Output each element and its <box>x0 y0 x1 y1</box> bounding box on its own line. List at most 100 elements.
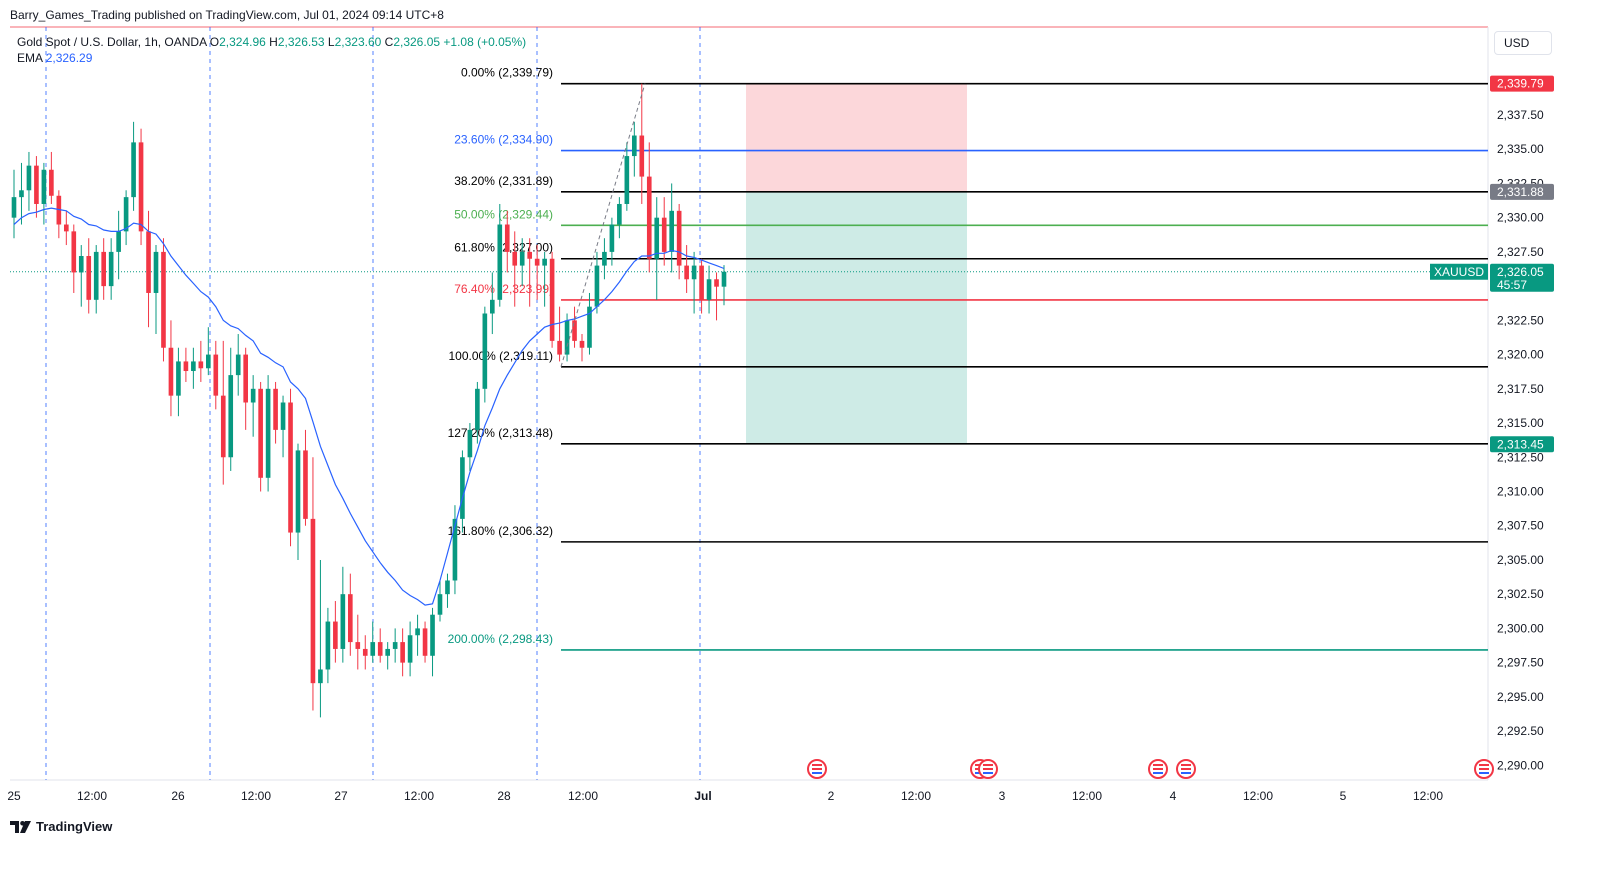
candle-body[interactable] <box>41 169 47 204</box>
candle-body[interactable] <box>437 594 443 615</box>
candle-body[interactable] <box>392 642 398 649</box>
candle-body[interactable] <box>430 614 435 656</box>
candle-body[interactable] <box>347 594 353 643</box>
candle-body[interactable] <box>131 142 136 198</box>
take-profit-zone[interactable] <box>746 191 967 445</box>
candle-body[interactable] <box>108 251 114 287</box>
candle-body[interactable] <box>333 621 338 649</box>
candle-body[interactable] <box>587 306 592 348</box>
candle-body[interactable] <box>198 361 204 369</box>
candle-body[interactable] <box>699 265 704 300</box>
currency-button[interactable]: USD <box>1494 31 1552 55</box>
candle-body[interactable] <box>280 402 286 430</box>
candle-body[interactable] <box>138 142 144 232</box>
candle-body[interactable] <box>631 135 637 157</box>
stop-loss-zone[interactable] <box>746 83 967 192</box>
candle-body[interactable] <box>235 354 241 376</box>
candle-body[interactable] <box>273 388 278 430</box>
candle-body[interactable] <box>176 361 181 396</box>
candle-body[interactable] <box>542 258 547 266</box>
candle-body[interactable] <box>228 375 234 458</box>
candle-body[interactable] <box>116 231 121 252</box>
candle-body[interactable] <box>534 258 540 266</box>
candle-body[interactable] <box>310 518 316 684</box>
candle-body[interactable] <box>355 642 361 649</box>
candle-body[interactable] <box>661 217 667 252</box>
candle-body[interactable] <box>684 265 689 280</box>
candle-body[interactable] <box>669 210 675 252</box>
candle-body[interactable] <box>415 628 420 636</box>
candle-body[interactable] <box>564 320 570 355</box>
candle-body[interactable] <box>205 354 211 369</box>
candle-body[interactable] <box>213 354 219 396</box>
candle-body[interactable] <box>721 271 727 287</box>
candle-body[interactable] <box>362 648 368 656</box>
candle-body[interactable] <box>512 251 518 266</box>
candle-body[interactable] <box>594 265 600 307</box>
candle-body[interactable] <box>572 320 577 341</box>
candle-body[interactable] <box>153 251 159 293</box>
candle-body[interactable] <box>400 642 405 663</box>
candle-body[interactable] <box>646 176 652 259</box>
candle-body[interactable] <box>609 224 615 252</box>
candle-body[interactable] <box>639 135 645 177</box>
candle-body[interactable] <box>445 580 450 595</box>
candle-body[interactable] <box>318 669 323 684</box>
candle-body[interactable] <box>422 628 428 656</box>
candle-body[interactable] <box>123 197 129 232</box>
candle-body[interactable] <box>497 224 503 300</box>
candle-body[interactable] <box>549 258 555 341</box>
candle-body[interactable] <box>467 429 473 458</box>
candle-body[interactable] <box>146 231 151 293</box>
candle-body[interactable] <box>714 279 719 287</box>
candle-body[interactable] <box>265 388 271 478</box>
candle-body[interactable] <box>385 648 391 656</box>
candle-body[interactable] <box>325 621 331 670</box>
candle-body[interactable] <box>56 195 62 225</box>
candle-body[interactable] <box>303 450 308 519</box>
candle-body[interactable] <box>340 594 346 649</box>
candle-body[interactable] <box>706 279 712 300</box>
candle-body[interactable] <box>624 156 630 204</box>
candle-body[interactable] <box>489 299 495 314</box>
candle-body[interactable] <box>602 251 607 266</box>
candle-body[interactable] <box>161 251 166 348</box>
candle-body[interactable] <box>295 450 301 533</box>
candle-body[interactable] <box>519 251 525 266</box>
candle-body[interactable] <box>557 340 562 355</box>
candle-body[interactable] <box>288 402 293 533</box>
candle-body[interactable] <box>460 457 465 519</box>
candle-body[interactable] <box>11 197 17 218</box>
candle-body[interactable] <box>78 256 84 273</box>
candle-body[interactable] <box>617 203 622 225</box>
candle-body[interactable] <box>654 217 660 259</box>
candle-body[interactable] <box>49 169 54 196</box>
candle-body[interactable] <box>101 251 107 287</box>
candle-body[interactable] <box>676 210 682 266</box>
candle-body[interactable] <box>34 165 39 204</box>
candle-body[interactable] <box>191 361 196 372</box>
candle-body[interactable] <box>86 256 92 300</box>
candle-body[interactable] <box>377 642 383 656</box>
tradingview-logo[interactable]: TradingView <box>10 819 112 834</box>
candle-body[interactable] <box>452 518 458 581</box>
candle-body[interactable] <box>407 635 413 663</box>
candle-body[interactable] <box>482 313 488 389</box>
candle-body[interactable] <box>475 388 480 430</box>
candle-body[interactable] <box>258 388 263 478</box>
candle-body[interactable] <box>370 642 376 656</box>
symbol-description[interactable]: Gold Spot / U.S. Dollar, 1h, OANDA <box>17 35 207 49</box>
candle-body[interactable] <box>19 190 24 198</box>
candle-body[interactable] <box>504 224 510 252</box>
candle-body[interactable] <box>93 251 99 300</box>
candle-body[interactable] <box>220 395 226 458</box>
plot-area[interactable] <box>10 27 1488 780</box>
candle-body[interactable] <box>26 165 32 191</box>
fib-trend-line[interactable] <box>560 83 646 367</box>
candle-body[interactable] <box>579 340 585 348</box>
ema-line[interactable] <box>13 207 725 606</box>
candle-body[interactable] <box>527 251 533 259</box>
candle-body[interactable] <box>168 347 174 396</box>
candle-body[interactable] <box>71 231 77 273</box>
